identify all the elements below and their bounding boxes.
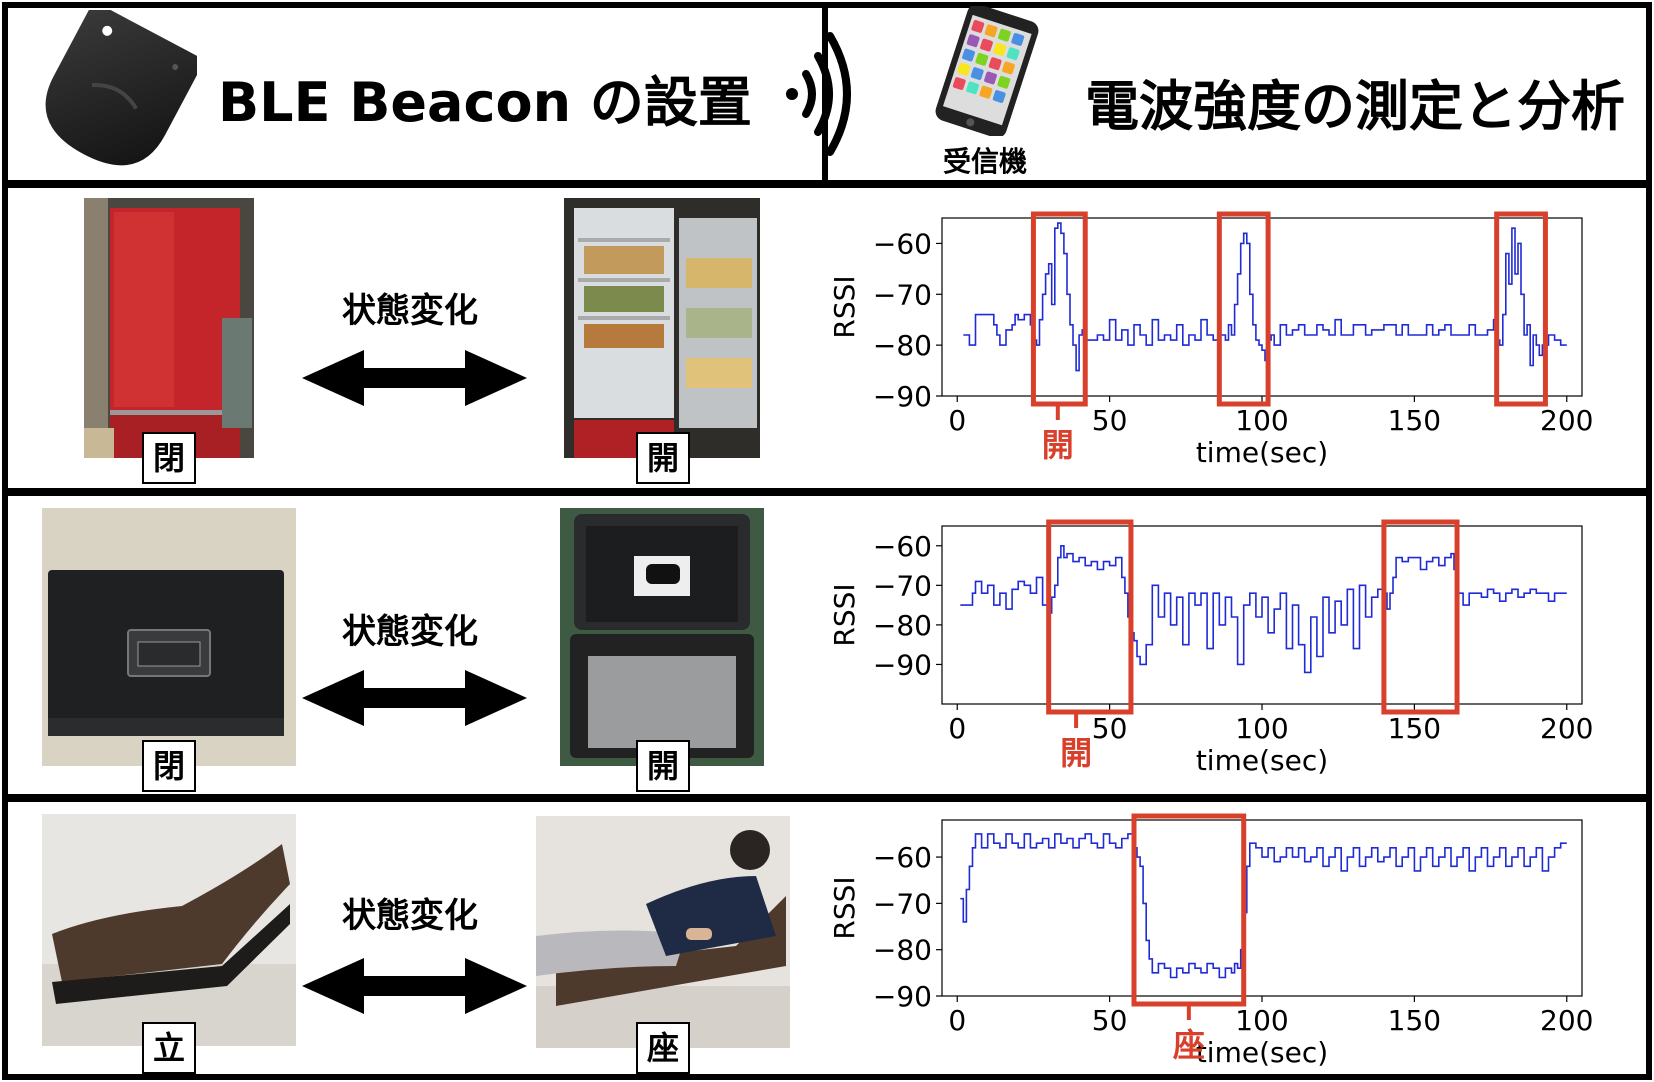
beacon-title: BLE Beacon の設置 [218, 71, 752, 134]
state-change-label: 状態変化 [342, 612, 478, 652]
y-tick-label: −90 [873, 648, 932, 681]
safe-open-photo [560, 508, 764, 766]
x-tick-label: 50 [1092, 712, 1128, 745]
receiver-label: 受信機 [943, 145, 1028, 178]
chair-sitting-tag: 座 [636, 1022, 690, 1074]
y-tick-label: −80 [873, 329, 932, 362]
y-tick-label: −70 [873, 278, 932, 311]
safe-open-tag: 開 [636, 740, 690, 792]
y-tick-label: −60 [873, 530, 932, 563]
fridge-closed-tag: 閉 [142, 432, 196, 484]
y-tick-label: −90 [873, 380, 932, 413]
chair-standing-photo [42, 814, 296, 1046]
y-axis-label: RSSI [830, 583, 861, 646]
y-tick-label: −90 [873, 980, 932, 1013]
x-tick-label: 0 [948, 404, 966, 437]
measure-title: 電波強度の測定と分析 [1085, 75, 1625, 138]
event-highlight-box [1046, 519, 1134, 715]
x-axis-label: time(sec) [1196, 436, 1328, 469]
x-tick-label: 150 [1388, 1004, 1441, 1037]
safe-closed-photo [42, 508, 296, 766]
plot-area [941, 217, 1583, 397]
event-label: 開 [1042, 426, 1074, 464]
x-tick-label: 100 [1235, 712, 1288, 745]
x-axis-label: time(sec) [1196, 744, 1328, 777]
x-tick-label: 200 [1540, 1004, 1593, 1037]
y-tick-label: −80 [873, 934, 932, 967]
x-tick-label: 150 [1388, 404, 1441, 437]
double-arrow-icon [302, 350, 527, 406]
fridge-rssi-chart: 0 50 100 150 200 −60 −70 −80 −90 time(sec) RSSI 開 [830, 211, 1593, 469]
event-label: 開 [1060, 734, 1092, 772]
event-label: 座 [1173, 1026, 1205, 1064]
safe-closed-tag: 閉 [142, 740, 196, 792]
fridge-panel [2, 182, 1652, 494]
rssi-series-line [963, 222, 1567, 372]
signal-waves-icon [786, 32, 851, 156]
state-change-label: 状態変化 [342, 291, 478, 331]
y-axis-label: RSSI [830, 876, 861, 939]
plot-area [941, 819, 1583, 997]
y-tick-label: −60 [873, 841, 932, 874]
x-axis-label: time(sec) [1196, 1036, 1328, 1069]
event-highlight-box [1494, 211, 1548, 407]
chair-rssi-chart: 0 50 100 150 200 −60 −70 −80 −90 time(sec) RSSI 座 [830, 813, 1593, 1069]
event-highlight-box [1216, 211, 1271, 407]
x-tick-label: 150 [1388, 712, 1441, 745]
x-tick-label: 50 [1092, 1004, 1128, 1037]
x-tick-label: 100 [1235, 1004, 1288, 1037]
y-tick-label: −70 [873, 569, 932, 602]
y-tick-label: −70 [873, 887, 932, 920]
fridge-open-tag: 開 [636, 432, 690, 484]
y-tick-label: −80 [873, 609, 932, 642]
x-tick-label: 200 [1540, 712, 1593, 745]
safe-rssi-chart: 0 50 100 150 200 −60 −70 −80 −90 time(sec) RSSI 開 [830, 519, 1593, 777]
y-tick-label: −60 [873, 227, 932, 260]
y-axis-label: RSSI [830, 275, 861, 338]
x-tick-label: 0 [948, 1004, 966, 1037]
smartphone-icon [935, 6, 1039, 136]
x-tick-label: 0 [948, 712, 966, 745]
chair-sitting-photo [536, 816, 790, 1048]
ble-beacon-icon [45, 10, 197, 166]
fridge-closed-photo [84, 198, 254, 458]
double-arrow-icon [302, 670, 527, 726]
x-tick-label: 200 [1540, 404, 1593, 437]
double-arrow-icon [302, 958, 527, 1014]
x-tick-label: 100 [1235, 404, 1288, 437]
state-change-label: 状態変化 [342, 896, 478, 936]
chair-standing-tag: 立 [142, 1022, 196, 1074]
rssi-series-line [960, 545, 1567, 674]
fridge-open-photo [564, 198, 760, 458]
event-highlight-box [1381, 519, 1460, 715]
x-tick-label: 50 [1092, 404, 1128, 437]
